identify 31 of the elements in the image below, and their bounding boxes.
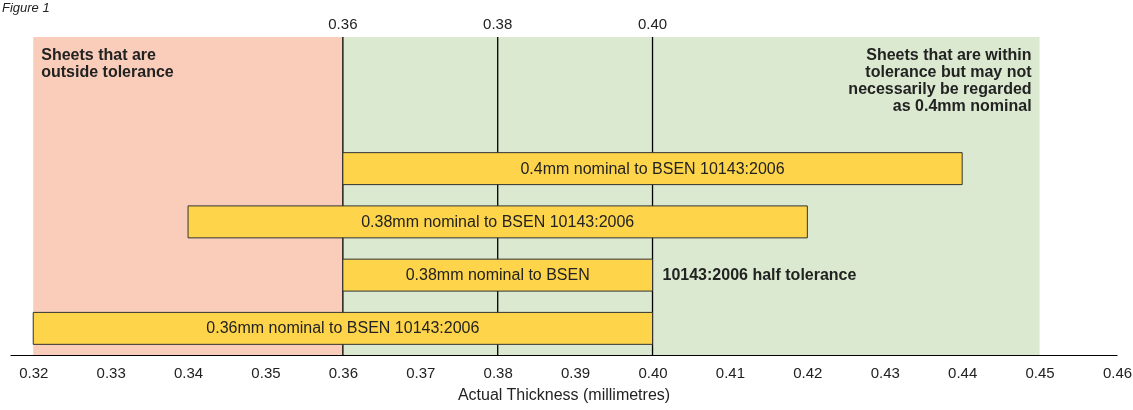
x2-tick-label: 0.40 xyxy=(637,15,668,32)
bar xyxy=(32,311,654,345)
chart-title: Figure 1 xyxy=(2,0,50,15)
band-label: Sheets that are outside tolerance xyxy=(41,46,174,80)
bar xyxy=(342,258,654,292)
y-tick-label: 0.36mm nominal to BSEN 10143:2006 xyxy=(206,319,480,337)
x-tick-label: 0.44 xyxy=(948,363,978,381)
bar xyxy=(187,205,808,239)
y-tick-label: 0.38mm nominal to BSEN 10143:2006 xyxy=(361,212,635,230)
x-tick-label: 0.34 xyxy=(173,363,204,381)
x-tick-label: 0.37 xyxy=(406,363,436,381)
x-tick-label: 0.43 xyxy=(870,363,900,381)
x-tick-label: 0.41 xyxy=(715,363,746,381)
y-tick-label: 0.4mm nominal to BSEN 10143:2006 xyxy=(520,159,785,177)
x-axis-title: Actual Thickness (millimetres) xyxy=(457,385,671,403)
annotation: 10143:2006 half tolerance xyxy=(662,266,857,284)
x2-tick-label: 0.38 xyxy=(483,15,513,32)
x-tick-label: 0.32 xyxy=(19,363,49,381)
x-tick-label: 0.40 xyxy=(638,363,668,381)
x-tick-label: 0.42 xyxy=(793,363,823,381)
bar xyxy=(342,152,963,186)
x-tick-label: 0.39 xyxy=(561,363,591,381)
x-tick-label: 0.38 xyxy=(483,363,513,381)
x-tick-label: 0.35 xyxy=(251,363,281,381)
x2-tick-label: 0.36 xyxy=(328,15,358,32)
y-tick-label: 0.38mm nominal to BSEN xyxy=(405,266,590,284)
x-tick-label: 0.46 xyxy=(1102,363,1133,381)
x-tick-label: 0.36 xyxy=(328,363,358,381)
band-label: Sheets that are within tolerance but may not necessarily be regarded as 0.4mm nominal xyxy=(848,46,1033,114)
x-tick-label: 0.33 xyxy=(96,363,126,381)
x-tick-label: 0.45 xyxy=(1025,363,1055,381)
